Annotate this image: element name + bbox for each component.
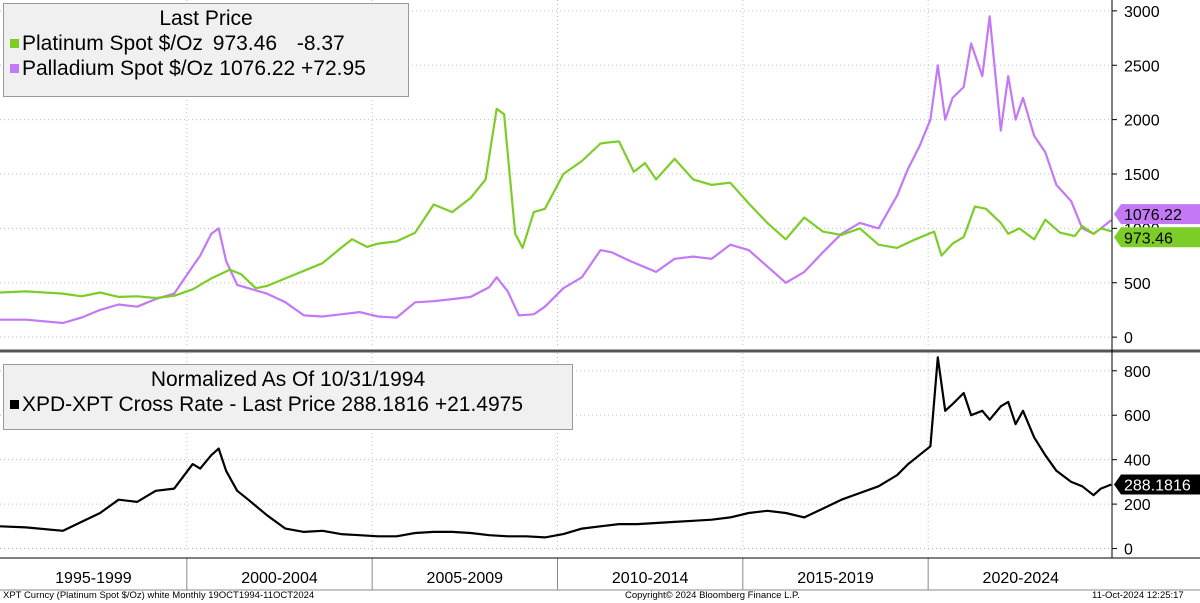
x-period-label-4: 2015-2019 <box>797 570 874 587</box>
platinum-last: 973.46 <box>212 32 277 55</box>
legend-item-platinum: Platinum Spot $/Oz 973.46 -8.37 <box>10 31 402 56</box>
x-period-label-0: 1995-1999 <box>55 570 132 587</box>
bottom-tick-label-400: 400 <box>1124 453 1151 470</box>
cross-rate-last: 288.1816 <box>341 393 429 416</box>
palladium-swatch <box>10 64 19 73</box>
platinum-last-tag-shape <box>1114 227 1200 248</box>
cross-rate-label: XPD-XPT Cross Rate - Last Price <box>22 393 336 416</box>
platinum-label: Platinum Spot $/Oz <box>22 32 203 55</box>
bottom-tick-label-0: 0 <box>1124 542 1133 559</box>
cross-rate-series-line <box>0 356 1112 539</box>
palladium-last-tag-text: 1076.22 <box>1124 207 1182 224</box>
palladium-series-line <box>0 15 1112 325</box>
x-period-label-5: 2020-2024 <box>983 570 1060 587</box>
cross-rate-last-tag-text: 288.1816 <box>1124 478 1191 495</box>
platinum-series-line <box>0 107 1112 300</box>
bottom-panel-y-axis: 0 200 400 600 800 <box>1112 364 1151 559</box>
top-panel-y-axis: 050010001500200025003000 <box>1112 4 1160 347</box>
bottom-legend: Normalized As Of 10/31/1994 XPD-XPT Cros… <box>3 364 573 430</box>
palladium-last-tag-shape <box>1114 204 1200 225</box>
top-tick-label-1500: 1500 <box>1124 167 1160 184</box>
top-legend: Last Price Platinum Spot $/Oz 973.46 -8.… <box>3 3 409 97</box>
top-tick-label-0: 0 <box>1124 330 1133 347</box>
palladium-label: Palladium Spot $/Oz <box>22 57 214 80</box>
footer-right: 11-Oct-2024 12:25:17 <box>1092 590 1184 601</box>
legend-item-cross-rate: XPD-XPT Cross Rate - Last Price 288.1816… <box>10 392 566 417</box>
bottom-tick-label-200: 200 <box>1124 497 1151 514</box>
legend-item-palladium: Palladium Spot $/Oz 1076.22 +72.95 <box>10 56 402 81</box>
footer-left: XPT Curncy (Platinum Spot $/Oz) white Mo… <box>3 590 315 601</box>
top-tick-label-2000: 2000 <box>1124 113 1160 130</box>
top-tick-label-500: 500 <box>1124 276 1151 293</box>
cross-rate-change: +21.4975 <box>434 393 524 416</box>
bottom-tick-label-600: 600 <box>1124 408 1151 425</box>
x-period-label-1: 2000-2004 <box>241 570 318 587</box>
platinum-change: -8.37 <box>296 32 345 55</box>
bottom-panel-series <box>0 356 1112 539</box>
top-panel-series <box>0 15 1112 325</box>
top-tick-label-2500: 2500 <box>1124 58 1160 75</box>
last-value-tags: 1076.22 973.46 288.1816 <box>1114 204 1200 495</box>
platinum-last-tag-text: 973.46 <box>1124 230 1173 247</box>
cross-rate-last-tag-shape <box>1114 474 1200 495</box>
palladium-last-tag: 1076.22 <box>1114 204 1200 224</box>
x-period-label-3: 2010-2014 <box>612 570 689 587</box>
cross-rate-swatch <box>10 400 19 409</box>
bottom-legend-title: Normalized As Of 10/31/1994 <box>150 368 426 391</box>
top-tick-label-3000: 3000 <box>1124 4 1160 21</box>
platinum-last-tag: 973.46 <box>1114 227 1200 247</box>
palladium-last: 1076.22 <box>219 57 296 80</box>
top-legend-title: Last Price <box>159 7 253 30</box>
top-panel-grid <box>0 0 1112 348</box>
palladium-change: +72.95 <box>301 57 366 80</box>
platinum-swatch <box>10 39 19 48</box>
cross-rate-last-tag: 288.1816 <box>1114 474 1200 495</box>
bottom-tick-label-800: 800 <box>1124 364 1151 381</box>
x-period-label-2: 2005-2009 <box>427 570 504 587</box>
footer-center: Copyright© 2024 Bloomberg Finance L.P. <box>625 590 800 601</box>
